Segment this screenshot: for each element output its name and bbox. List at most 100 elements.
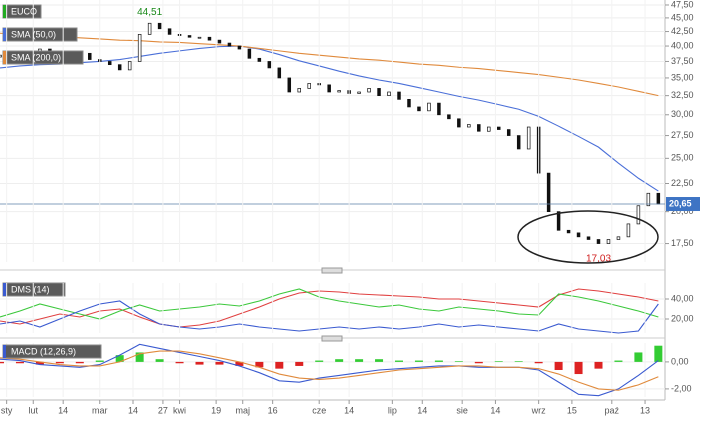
histogram-bar bbox=[634, 352, 643, 362]
histogram-bar bbox=[55, 361, 64, 364]
candle-body bbox=[127, 61, 132, 71]
x-tick-label: mar bbox=[92, 405, 108, 415]
candle-body bbox=[407, 99, 411, 108]
annotation: 17,03 bbox=[586, 254, 611, 265]
candle-body bbox=[197, 36, 202, 39]
y-tick-label: 20,00 bbox=[671, 206, 694, 216]
candle-body bbox=[207, 36, 212, 41]
candle-body bbox=[277, 67, 282, 79]
candle-body bbox=[467, 124, 471, 128]
histogram-bar bbox=[335, 359, 344, 362]
histogram-bar bbox=[15, 361, 24, 364]
candle-body bbox=[307, 83, 311, 89]
histogram-bar bbox=[275, 361, 284, 369]
candle-body bbox=[447, 114, 451, 120]
candle-body bbox=[487, 126, 491, 132]
x-tick-label: 13 bbox=[640, 405, 650, 415]
histogram-bar bbox=[614, 360, 623, 362]
x-tick-label: lip bbox=[388, 405, 397, 415]
histogram-bar bbox=[315, 360, 324, 362]
histogram-bar bbox=[494, 361, 503, 362]
candle-body bbox=[646, 192, 651, 207]
candle-body bbox=[247, 48, 252, 59]
candle-body bbox=[187, 35, 192, 38]
histogram-bar bbox=[414, 360, 423, 362]
histogram-bar bbox=[135, 352, 144, 362]
candle-body bbox=[297, 88, 302, 93]
histogram-bar bbox=[574, 361, 583, 375]
x-tick-label: cze bbox=[312, 405, 326, 415]
candle-body bbox=[167, 28, 172, 35]
y-tick-label: 17,50 bbox=[671, 238, 694, 248]
histogram-bar bbox=[375, 359, 384, 362]
y-tick-label: 45,00 bbox=[671, 12, 694, 22]
histogram-bar bbox=[654, 345, 663, 362]
candle-body bbox=[576, 232, 581, 238]
candle-body bbox=[636, 205, 641, 225]
candle-body bbox=[497, 126, 501, 130]
histogram-bar bbox=[594, 361, 603, 369]
x-tick-label: 14 bbox=[490, 405, 500, 415]
legend-swatch bbox=[3, 345, 6, 358]
series-line bbox=[0, 343, 659, 397]
legend-label: EUCO bbox=[11, 6, 37, 16]
candle-body bbox=[596, 239, 601, 244]
histogram-bar bbox=[115, 355, 124, 362]
candle-body bbox=[546, 172, 551, 213]
y-tick-label: 47,50 bbox=[671, 0, 694, 9]
last-price-label: 20,65 bbox=[669, 198, 692, 208]
y-tick-label: 27,50 bbox=[671, 130, 694, 140]
legend-swatch bbox=[3, 28, 6, 41]
x-tick-label: 14 bbox=[344, 405, 354, 415]
histogram-bar bbox=[355, 359, 364, 362]
candle-body bbox=[257, 57, 262, 62]
candle-body bbox=[626, 223, 631, 238]
series-line bbox=[0, 32, 659, 97]
histogram-bar bbox=[514, 361, 523, 362]
candle-body bbox=[437, 102, 441, 116]
x-tick-label: paź bbox=[605, 405, 620, 415]
candle-body bbox=[477, 124, 481, 132]
y-tick-label: 22,50 bbox=[671, 178, 694, 188]
candle-body bbox=[516, 135, 521, 150]
histogram-bar bbox=[175, 361, 184, 364]
candle-body bbox=[137, 34, 142, 62]
histogram-bar bbox=[235, 361, 244, 366]
histogram-bar bbox=[0, 361, 4, 364]
candle-body bbox=[417, 106, 421, 112]
candle-body bbox=[217, 39, 222, 44]
series-line bbox=[0, 350, 659, 391]
candle-body bbox=[157, 22, 162, 30]
candle-body bbox=[237, 45, 242, 50]
histogram-bar bbox=[295, 361, 304, 366]
annotation: 44,51 bbox=[137, 7, 162, 18]
highlight-ellipse bbox=[517, 210, 659, 264]
x-tick-label: kwi bbox=[173, 405, 186, 415]
histogram-bar bbox=[35, 361, 44, 365]
histogram-bar bbox=[395, 360, 403, 362]
candle-body bbox=[88, 52, 92, 60]
candle-body bbox=[506, 129, 511, 136]
y-tick-label: 30,00 bbox=[671, 109, 694, 119]
pane-grip[interactable] bbox=[321, 335, 343, 342]
y-tick-label: 32,50 bbox=[671, 90, 694, 100]
y-tick-label: 20,00 bbox=[671, 313, 694, 323]
histogram-bar bbox=[215, 361, 224, 365]
x-tick-label: wrz bbox=[531, 405, 546, 415]
legend-label: MACD (12,26,9) bbox=[11, 346, 76, 356]
pane-grip[interactable] bbox=[321, 267, 343, 274]
histogram-bar bbox=[534, 361, 543, 364]
candle-body bbox=[457, 118, 461, 128]
x-tick-label: lut bbox=[28, 405, 38, 415]
candle-body bbox=[287, 77, 292, 93]
x-tick-label: 14 bbox=[417, 405, 427, 415]
histogram-bar bbox=[434, 360, 443, 362]
candle-body bbox=[397, 91, 401, 100]
candle-body bbox=[227, 42, 232, 47]
legend-swatch bbox=[3, 283, 6, 296]
candle-body bbox=[566, 229, 571, 234]
histogram-bar bbox=[554, 361, 563, 370]
candle-body bbox=[337, 90, 341, 93]
candle-body bbox=[0, 54, 2, 58]
